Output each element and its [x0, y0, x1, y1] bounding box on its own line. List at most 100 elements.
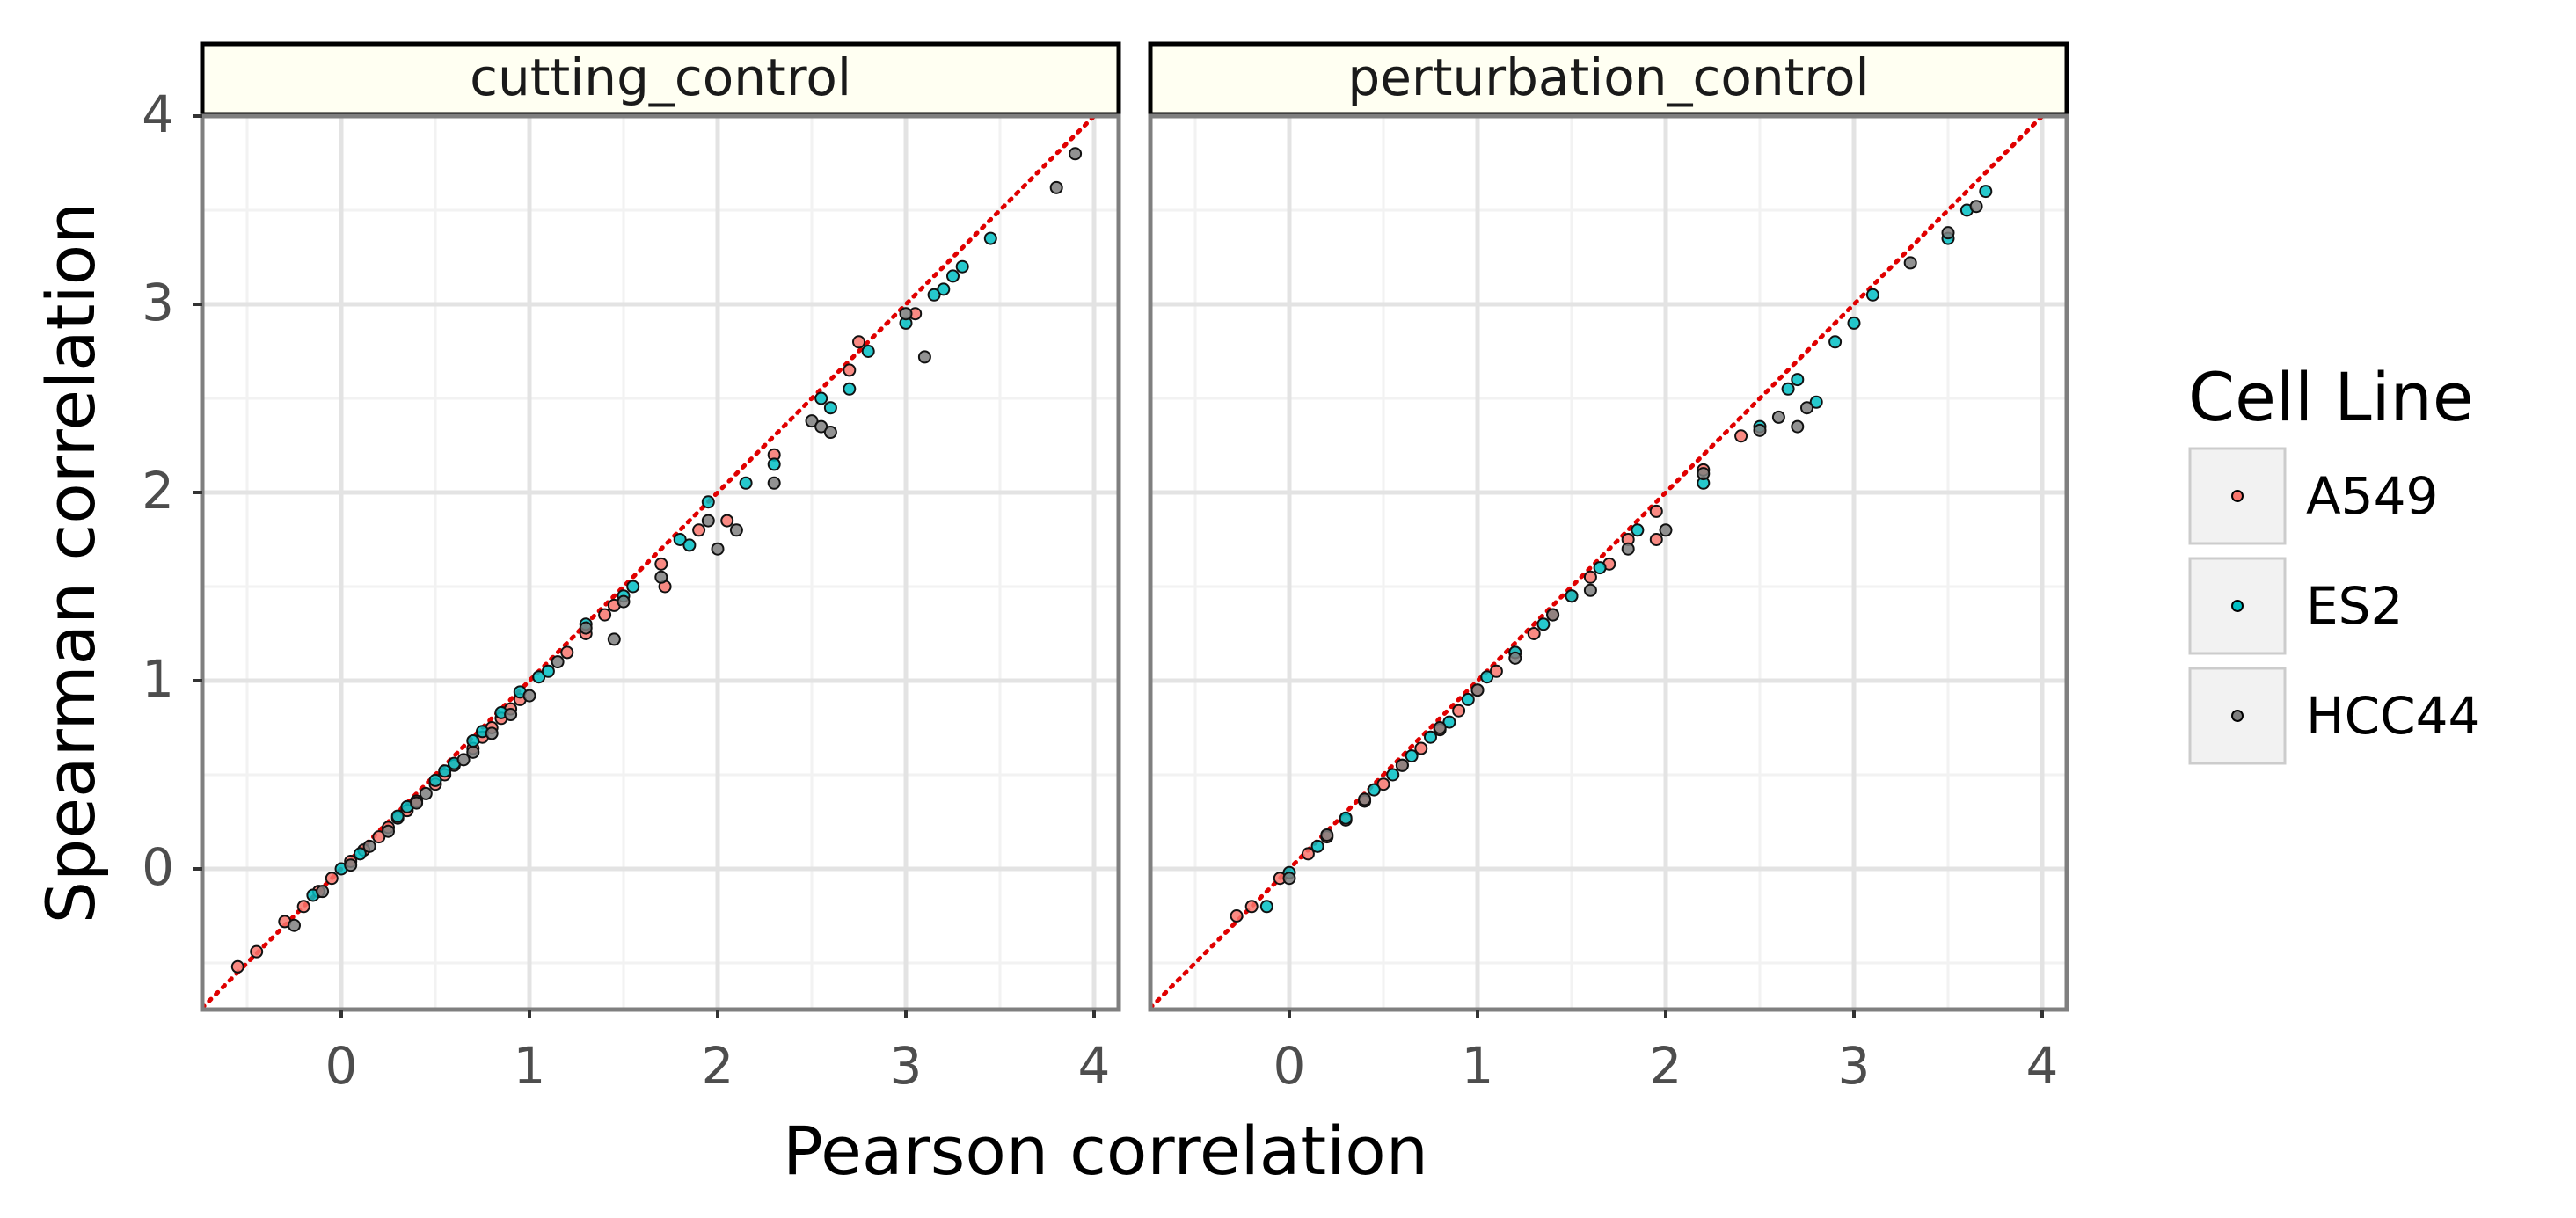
- point-hcc44: [823, 426, 837, 440]
- point-a549: [654, 557, 668, 571]
- reference-line-2: [1148, 113, 2045, 1010]
- facet-label-2: perturbation_control: [1347, 47, 1869, 107]
- grid-lines-1: [202, 113, 1119, 1010]
- point-es2: [438, 764, 452, 778]
- point-hcc44: [1791, 419, 1805, 434]
- point-es2: [814, 391, 828, 405]
- point-a549: [325, 872, 339, 886]
- x-tick-marks-2: [1288, 1010, 2044, 1018]
- point-hcc44: [1069, 147, 1083, 161]
- point-a549: [1244, 900, 1259, 914]
- point-es2: [946, 269, 960, 283]
- facet-label-1: cutting_control: [470, 47, 851, 107]
- reference-line-1: [200, 113, 1097, 1010]
- point-es2: [1828, 335, 1843, 349]
- point-es2: [1536, 617, 1551, 631]
- point-hcc44: [1771, 410, 1785, 424]
- point-hcc44: [1433, 721, 1447, 734]
- point-hcc44: [1049, 180, 1063, 194]
- point-hcc44: [504, 708, 518, 722]
- point-es2: [1310, 839, 1324, 853]
- point-hcc44: [316, 885, 330, 899]
- point-a549: [598, 608, 612, 622]
- point-hcc44: [899, 307, 913, 321]
- point-hcc44: [344, 858, 358, 872]
- point-es2: [861, 345, 875, 358]
- panel-border-1: [200, 113, 1121, 1012]
- x-tick-label: 3: [1838, 1036, 1871, 1096]
- point-hcc44: [522, 689, 536, 703]
- legend-label-es2: ES2: [2306, 576, 2403, 636]
- point-hcc44: [767, 476, 781, 490]
- y-tick-labels: 0 1 2 3 4: [142, 84, 174, 897]
- point-es2: [937, 282, 951, 296]
- point-a549: [372, 830, 386, 844]
- point-es2: [532, 670, 546, 684]
- point-hcc44: [485, 726, 499, 740]
- point-hcc44: [1583, 583, 1597, 597]
- point-es2: [1339, 811, 1353, 825]
- point-a549: [1301, 847, 1315, 861]
- point-es2: [1367, 783, 1381, 797]
- point-es2: [983, 231, 997, 245]
- legend-label-hcc44: HCC44: [2306, 686, 2480, 746]
- point-es2: [1461, 692, 1475, 706]
- point-hcc44: [1659, 523, 1673, 537]
- point-es2: [1979, 185, 1993, 199]
- point-es2: [353, 847, 367, 861]
- point-a549: [296, 900, 310, 914]
- point-hcc44: [419, 786, 433, 800]
- y-tick-marks: [193, 114, 202, 871]
- point-hcc44: [617, 594, 631, 609]
- point-hcc44: [1395, 758, 1409, 772]
- x-tick-label: 2: [1650, 1036, 1682, 1096]
- point-es2: [1405, 749, 1419, 763]
- point-hcc44: [1969, 200, 1983, 214]
- point-es2: [1631, 523, 1645, 537]
- point-es2: [767, 457, 781, 471]
- point-es2: [1781, 382, 1795, 396]
- point-hcc44: [1358, 792, 1372, 806]
- point-a549: [560, 645, 574, 660]
- point-hcc44: [410, 796, 424, 810]
- point-es2: [1480, 670, 1494, 684]
- point-es2: [1386, 768, 1400, 782]
- point-hcc44: [701, 514, 715, 528]
- point-a549: [1649, 533, 1663, 546]
- y-tick-label: 0: [142, 837, 174, 897]
- point-hcc44: [805, 414, 819, 428]
- point-a549: [250, 944, 264, 959]
- point-a549: [1583, 570, 1597, 584]
- x-tick-labels-2: 0 1 2 3 4: [1273, 1036, 2059, 1096]
- point-hcc44: [607, 632, 621, 646]
- point-es2: [1791, 373, 1805, 387]
- legend: Cell Line A549 ES2 HCC44: [2188, 358, 2480, 765]
- point-a549: [1230, 909, 1244, 923]
- point-hcc44: [1697, 467, 1711, 481]
- point-es2: [843, 382, 857, 396]
- facet-strip-1: [200, 41, 1121, 117]
- point-hcc44: [917, 350, 931, 364]
- x-tick-label: 2: [702, 1036, 734, 1096]
- legend-dot-es2: [2231, 600, 2244, 612]
- facet-strip-2: [1148, 41, 2069, 117]
- point-es2: [1809, 395, 1823, 409]
- panel-cutting-control: cutting_control 0 1 2 3 4 0 1 2 3 4: [142, 41, 1121, 1096]
- x-tick-label: 1: [1462, 1036, 1494, 1096]
- point-hcc44: [1546, 608, 1560, 622]
- x-tick-label: 1: [514, 1036, 546, 1096]
- point-hcc44: [654, 570, 668, 584]
- point-hcc44: [362, 839, 376, 853]
- point-es2: [390, 809, 405, 823]
- point-a549: [852, 335, 865, 349]
- point-es2: [927, 288, 941, 302]
- x-tick-label: 0: [325, 1036, 358, 1096]
- point-hcc44: [1470, 683, 1485, 697]
- point-hcc44: [814, 419, 828, 434]
- point-es2: [1865, 288, 1879, 302]
- y-tick-label: 1: [142, 649, 174, 709]
- point-es2: [1593, 561, 1607, 575]
- legend-dot-hcc44: [2231, 710, 2244, 722]
- point-hcc44: [288, 918, 301, 932]
